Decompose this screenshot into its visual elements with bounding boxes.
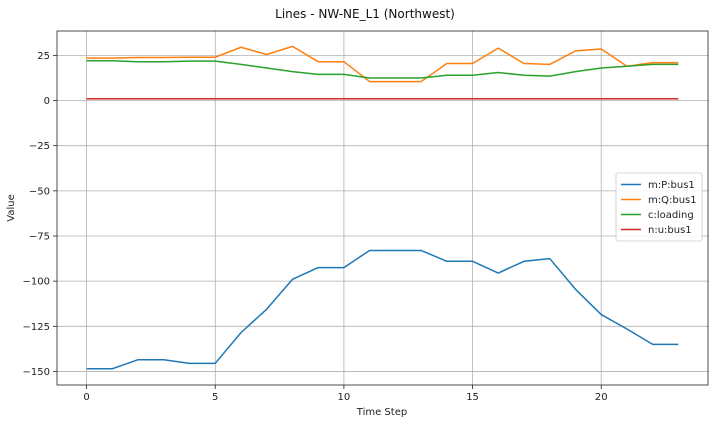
x-tick-label: 5 bbox=[212, 392, 218, 403]
series-lines bbox=[86, 45, 679, 370]
series-line-m-p-bus1 bbox=[86, 249, 679, 370]
axis-ticks: 0 5 10 15 20 25 0 −25 −50 −75 −100 −125 −150 bbox=[23, 51, 608, 403]
series-line-m-q-bus1 bbox=[86, 45, 679, 83]
series-line-c-loading bbox=[86, 60, 679, 79]
legend-label: m:Q:bus1 bbox=[648, 195, 697, 206]
legend-label: n:u:bus1 bbox=[648, 225, 692, 236]
y-tick-label: −100 bbox=[23, 277, 50, 288]
y-axis-label: Value bbox=[6, 194, 17, 221]
y-tick-label: −25 bbox=[29, 141, 50, 152]
plot-frame bbox=[56, 30, 709, 386]
x-tick-label: 20 bbox=[595, 392, 608, 403]
legend-label: c:loading bbox=[648, 210, 694, 221]
chart-title: Lines - NW-NE_L1 (Northwest) bbox=[275, 7, 455, 21]
y-tick-label: −150 bbox=[23, 367, 50, 378]
y-tick-label: −75 bbox=[29, 231, 50, 242]
legend-box bbox=[615, 172, 703, 242]
y-tick-label: 0 bbox=[44, 96, 50, 107]
y-tick-label: −50 bbox=[29, 186, 50, 197]
x-tick-label: 10 bbox=[338, 392, 351, 403]
x-tick-label: 0 bbox=[83, 392, 89, 403]
x-tick-label: 15 bbox=[466, 392, 479, 403]
grid bbox=[57, 31, 708, 385]
x-axis-label: Time Step bbox=[356, 407, 407, 418]
legend-label: m:P:bus1 bbox=[648, 180, 695, 191]
y-tick-label: 25 bbox=[37, 51, 50, 62]
legend: m:P:bus1 m:Q:bus1 c:loading n:u:bus1 bbox=[615, 172, 703, 242]
y-tick-label: −125 bbox=[23, 322, 50, 333]
